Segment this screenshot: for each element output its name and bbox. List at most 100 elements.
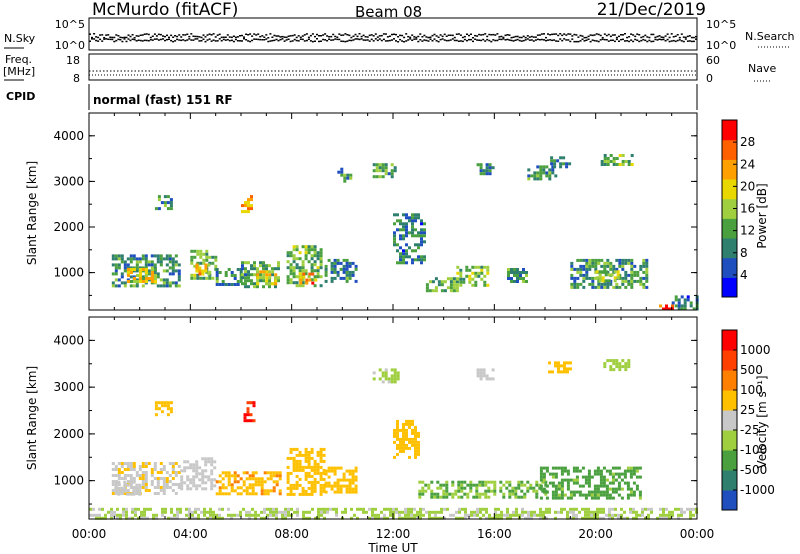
data-cell	[470, 510, 473, 514]
nsky-point	[255, 34, 258, 36]
data-cell	[602, 516, 605, 520]
data-cell	[301, 260, 305, 264]
data-cell	[350, 507, 353, 511]
data-cell	[560, 493, 564, 497]
data-cell	[591, 276, 595, 280]
data-cell	[487, 486, 491, 490]
data-cell	[250, 282, 253, 286]
data-cell	[598, 279, 602, 283]
nsky-point	[226, 34, 229, 36]
data-cell	[644, 507, 647, 511]
data-cell	[146, 507, 149, 511]
data-cell	[486, 271, 490, 275]
data-cell	[144, 257, 148, 261]
data-cell	[201, 478, 205, 482]
nsky-point	[417, 35, 420, 38]
colorbar-swatch	[722, 370, 737, 391]
data-cell	[420, 228, 423, 232]
nsearch-point	[382, 38, 385, 41]
data-cell	[154, 268, 157, 271]
data-cell	[179, 510, 182, 514]
data-cell	[636, 273, 640, 277]
data-cell	[159, 284, 163, 288]
data-cell	[169, 207, 173, 211]
nsky-point	[194, 35, 197, 38]
data-cell	[665, 304, 668, 308]
data-cell	[311, 272, 315, 276]
data-cell	[192, 463, 196, 467]
data-cell	[137, 516, 140, 520]
data-cell	[236, 480, 240, 484]
nsky-point	[597, 33, 600, 36]
data-cell	[372, 377, 376, 381]
data-cell	[254, 480, 258, 484]
nsky-point	[445, 35, 448, 37]
data-cell	[133, 280, 136, 283]
data-cell	[218, 516, 221, 520]
data-cell	[393, 169, 397, 173]
nsky-point	[472, 37, 474, 39]
nsky-point	[547, 33, 549, 35]
colorbar-tick-label: 500	[740, 363, 763, 377]
data-cell	[95, 516, 98, 520]
data-cell	[151, 271, 154, 274]
data-cell	[573, 282, 577, 286]
data-cell	[599, 475, 603, 479]
data-cell	[247, 261, 250, 265]
data-cell	[560, 466, 564, 470]
nsearch-point	[411, 39, 414, 41]
data-cell	[396, 422, 399, 426]
nsky-point	[366, 36, 369, 38]
data-cell	[618, 368, 622, 372]
data-cell	[575, 481, 579, 485]
nsky-point	[133, 37, 136, 39]
data-cell	[455, 289, 459, 293]
nsearch-point	[105, 38, 108, 40]
data-cell	[213, 484, 217, 488]
data-cell	[147, 462, 151, 465]
data-cell	[423, 234, 426, 238]
data-cell	[144, 263, 148, 267]
data-cell	[399, 428, 402, 432]
data-cell	[308, 516, 311, 520]
freq-tick-low: 8	[73, 72, 80, 85]
data-cell	[136, 280, 139, 283]
data-cell	[677, 304, 681, 308]
data-cell	[390, 172, 394, 176]
data-cell	[476, 368, 480, 372]
data-cell	[474, 274, 478, 278]
nsky-point	[441, 35, 444, 38]
data-cell	[212, 510, 215, 514]
data-cell	[414, 440, 417, 444]
data-cell	[122, 513, 125, 517]
nsky-point	[409, 36, 412, 39]
nsky-point	[127, 34, 130, 36]
nsky-point	[364, 36, 367, 38]
data-cell	[286, 480, 290, 484]
data-cell	[480, 271, 484, 275]
nsearch-point	[518, 39, 521, 42]
data-cell	[304, 459, 308, 463]
data-cell	[202, 261, 206, 265]
data-cell	[440, 283, 444, 287]
data-cell	[393, 166, 397, 170]
nsky-point	[648, 36, 651, 39]
data-cell	[168, 254, 172, 258]
data-cell	[402, 213, 405, 217]
nsky-point	[419, 33, 422, 35]
data-cell	[455, 516, 458, 520]
data-cell	[241, 282, 244, 286]
nsky-point	[593, 34, 596, 36]
nsky-point	[263, 36, 266, 38]
nsearch-point	[168, 38, 170, 40]
data-cell	[402, 449, 405, 453]
data-cell	[554, 364, 557, 368]
data-cell	[627, 365, 631, 369]
nsky-point	[654, 36, 657, 39]
nsky-point	[131, 34, 134, 36]
data-cell	[180, 481, 184, 485]
data-cell	[617, 481, 621, 485]
data-cell	[163, 195, 167, 199]
data-cell	[399, 234, 402, 238]
data-cell	[479, 169, 483, 173]
